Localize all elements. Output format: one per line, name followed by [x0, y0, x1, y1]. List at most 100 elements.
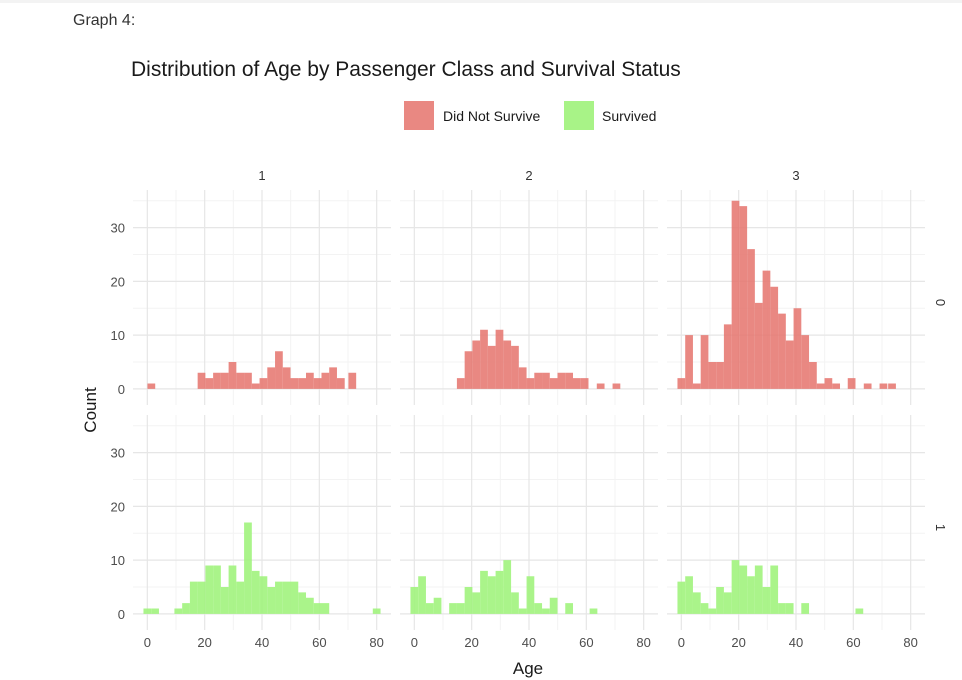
histogram-bar — [793, 308, 802, 389]
histogram-bar — [778, 603, 786, 614]
histogram-bar — [321, 372, 330, 389]
legend-label-survived: Survived — [602, 108, 656, 124]
histogram-bar — [677, 378, 686, 389]
histogram-bar — [677, 581, 686, 614]
histogram-bar — [329, 367, 337, 389]
histogram-bar — [480, 329, 488, 389]
top-divider — [0, 0, 962, 3]
histogram-bar — [151, 608, 159, 614]
histogram-bar — [700, 335, 709, 389]
histogram-bar — [213, 372, 221, 389]
x-tick-label: 20 — [464, 635, 478, 650]
histogram-bar — [267, 587, 276, 614]
histogram-bar — [244, 522, 252, 614]
histogram-bar — [290, 581, 299, 614]
histogram-bar — [236, 372, 245, 389]
histogram-bar — [832, 383, 841, 389]
histogram-bar — [298, 378, 307, 389]
histogram-bar — [573, 378, 581, 389]
x-tick-label: 80 — [903, 635, 917, 650]
histogram-bar — [542, 372, 550, 389]
histogram-bar — [685, 576, 693, 614]
panel-class-3-survived-1 — [667, 415, 925, 630]
histogram-bar — [855, 608, 864, 614]
facet-labels: 1 2 3 0 1 — [258, 168, 948, 531]
histogram-bar — [282, 581, 291, 614]
histogram-bar — [418, 576, 426, 614]
histogram-bar — [282, 367, 291, 389]
histogram-bar — [449, 603, 457, 614]
facet-panels — [133, 190, 925, 630]
histogram-bar — [612, 383, 621, 389]
y-axis-title: Count — [81, 387, 100, 433]
histogram-bar — [708, 362, 717, 389]
histogram-bar — [275, 351, 283, 389]
bars-class-1-survived-0 — [147, 351, 357, 389]
histogram-bar — [259, 378, 268, 389]
histogram-bar — [565, 372, 574, 389]
histogram-bar — [716, 587, 724, 614]
histogram-bar — [565, 603, 574, 614]
histogram-bar — [456, 603, 465, 614]
x-tick-label: 40 — [255, 635, 269, 650]
histogram-bar — [313, 378, 322, 389]
x-tick-label: 80 — [636, 635, 650, 650]
bars-class-2-survived-1 — [410, 560, 598, 614]
histogram-bar — [762, 270, 771, 389]
histogram-bar — [306, 372, 314, 389]
histogram-bar — [220, 372, 229, 389]
histogram-bar — [731, 200, 740, 389]
histogram-bar — [275, 581, 283, 614]
histogram-bar — [762, 587, 771, 614]
legend-swatch-did-not-survive — [404, 101, 434, 130]
x-axis-title: Age — [513, 659, 543, 678]
y-tick-label: 10 — [111, 553, 125, 568]
histogram-bar — [518, 608, 527, 614]
histogram-bar — [464, 587, 473, 614]
x-tick-label: 60 — [846, 635, 860, 650]
histogram-bar — [716, 362, 724, 389]
histogram-bar — [147, 383, 156, 389]
histogram-bar — [739, 565, 748, 614]
histogram-bar — [596, 383, 605, 389]
histogram-bar — [557, 372, 566, 389]
histogram-bar — [495, 329, 504, 389]
histogram-bar — [708, 608, 717, 614]
histogram-bar — [847, 378, 856, 389]
histogram-bar — [685, 335, 693, 389]
histogram-bar — [747, 576, 755, 614]
column-strip-label-2: 2 — [525, 168, 532, 183]
histogram-bar — [518, 367, 527, 389]
histogram-bar — [879, 383, 888, 389]
histogram-bar — [526, 576, 535, 614]
histogram-bar — [197, 581, 206, 614]
histogram-bar — [487, 576, 496, 614]
bars-class-3-survived-0 — [677, 200, 896, 389]
histogram-bar — [197, 372, 206, 389]
histogram-bar — [785, 603, 794, 614]
x-tick-label: 40 — [789, 635, 803, 650]
histogram-bar — [205, 378, 214, 389]
y-tick-label: 20 — [111, 499, 125, 514]
x-tick-label: 20 — [731, 635, 745, 650]
y-tick-label: 10 — [111, 328, 125, 343]
histogram-bar — [372, 608, 381, 614]
histogram-bar — [313, 603, 322, 614]
histogram-bar — [472, 340, 481, 389]
histogram-bar — [205, 565, 214, 614]
histogram-bar — [747, 249, 755, 389]
histogram-bar — [306, 597, 314, 614]
histogram-bar — [809, 362, 817, 389]
legend: Did Not Survive Survived — [404, 101, 656, 130]
row-strip-label-1: 1 — [933, 524, 948, 531]
histogram-bar — [456, 378, 465, 389]
histogram-bar — [863, 383, 872, 389]
histogram-bar — [244, 372, 252, 389]
histogram-bar — [692, 383, 701, 389]
histogram-bar — [754, 302, 763, 389]
histogram-bar — [801, 603, 810, 614]
x-tick-label: 40 — [522, 635, 536, 650]
histogram-bar — [321, 603, 330, 614]
histogram-bar — [692, 592, 701, 614]
